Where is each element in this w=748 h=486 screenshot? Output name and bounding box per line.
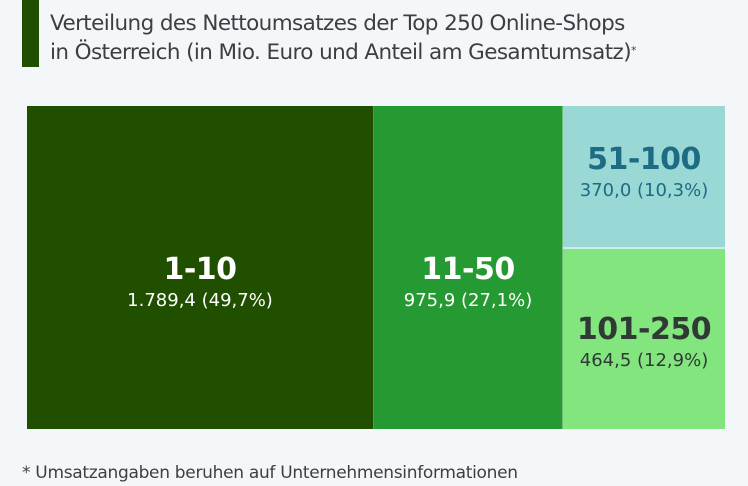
title-line-2-text: in Österreich (in Mio. Euro und Anteil a… <box>50 40 632 65</box>
treemap-cell-label: 11-50 <box>421 251 515 287</box>
treemap-cell-value: 370,0 (10,3%) <box>579 179 709 201</box>
title-accent-bar <box>22 0 39 67</box>
treemap-cell-value: 975,9 (27,1%) <box>403 289 533 311</box>
footnote: * Umsatzangaben beruhen auf Unternehmens… <box>22 463 518 483</box>
treemap-cell-51-100: 51-100 370,0 (10,3%) <box>563 106 725 249</box>
chart-title: Verteilung des Nettoumsatzes der Top 250… <box>50 9 740 67</box>
treemap-cell-value: 1.789,4 (49,7%) <box>127 289 273 311</box>
treemap: 1-10 1.789,4 (49,7%) 11-50 975,9 (27,1%) 51-… <box>27 106 725 429</box>
title-line-2: in Österreich (in Mio. Euro und Anteil a… <box>50 38 740 67</box>
title-line-1: Verteilung des Nettoumsatzes der Top 250… <box>50 11 625 36</box>
treemap-cell-label: 1-10 <box>163 251 237 287</box>
title-asterisk: * <box>631 44 636 57</box>
treemap-cell-value: 464,5 (12,9%) <box>579 350 709 371</box>
treemap-cell-1-10: 1-10 1.789,4 (49,7%) <box>27 106 374 429</box>
treemap-cell-label: 101-250 <box>576 312 712 347</box>
treemap-cell-label: 51-100 <box>587 141 701 177</box>
treemap-cell-11-50: 11-50 975,9 (27,1%) <box>374 106 563 429</box>
treemap-cell-101-250: 101-250 464,5 (12,9%) <box>563 249 725 429</box>
